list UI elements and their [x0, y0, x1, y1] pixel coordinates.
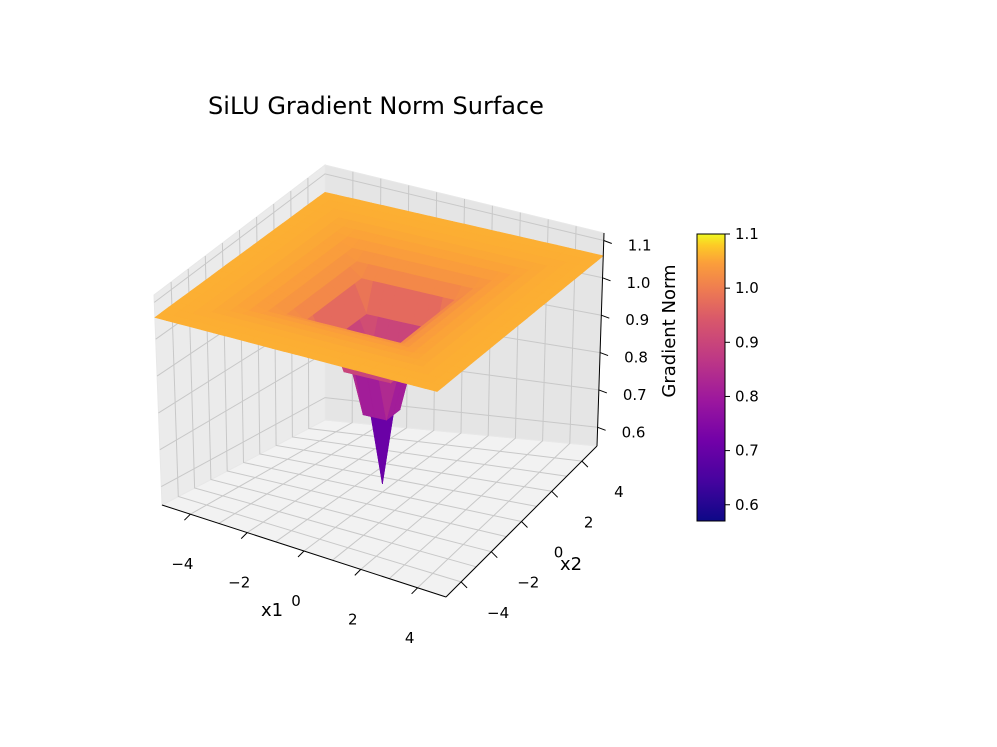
x-tick-label: −4	[171, 555, 193, 573]
colorbar-tick-label: 1.0	[735, 279, 759, 297]
y-tick-label: 2	[584, 513, 594, 531]
y-tick-label: 0	[554, 544, 564, 562]
colorbar: 0.6 0.7 0.8 0.9 1.0 1.1	[696, 225, 759, 522]
y-tick-mark	[551, 490, 559, 498]
x-tick-label: 0	[291, 592, 301, 610]
z-tick-mark	[601, 314, 610, 319]
x-tick-label: −2	[228, 574, 250, 592]
colorbar-tick-label: 0.6	[735, 496, 759, 514]
z-tick-mark	[598, 389, 608, 394]
y-tick-label: −4	[487, 604, 509, 622]
y-tick-mark	[460, 581, 468, 589]
colorbar-ticks: 0.6 0.7 0.8 0.9 1.0 1.1	[725, 225, 759, 514]
z-tick-mark	[602, 277, 611, 282]
colorbar-tick-label: 0.8	[735, 387, 759, 405]
surface-plot	[154, 191, 604, 485]
colorbar-tick-label: 1.1	[735, 225, 759, 243]
surface-facet	[424, 382, 445, 392]
gridline-y	[187, 268, 477, 568]
z-tick-label: 1.1	[628, 236, 652, 254]
y-tick-mark	[521, 521, 528, 528]
gridline-z	[161, 397, 598, 488]
z-axis-label: Gradient Norm	[659, 264, 680, 397]
x-tick-mark	[297, 550, 305, 558]
z-tick-label: 0.7	[623, 386, 647, 404]
x-axis-label: x1	[261, 600, 283, 621]
x-tick-mark	[354, 569, 362, 576]
x-tick-mark	[240, 532, 248, 539]
y-tick-label: −2	[517, 574, 539, 592]
chart-title: SiLU Gradient Norm Surface	[208, 92, 544, 120]
y-axis-label: x2	[560, 554, 582, 575]
x-tick-label: 4	[405, 629, 415, 647]
z-tick-mark	[597, 426, 606, 431]
colorbar-tick-label: 0.9	[735, 333, 759, 351]
colorbar-gradient	[696, 233, 726, 522]
gridline-x	[417, 226, 577, 589]
gridline-z	[153, 173, 604, 303]
z-axis-line	[596, 232, 605, 447]
axes-3d: −4 −4 −2 −2 0 0 2 2 4 4 0.6 0.7 0.8 0.9 1.0 1.1	[153, 163, 652, 647]
z-tick-label: 0.9	[625, 311, 649, 329]
axis-ticks: −4 −4 −2 −2 0 0 2 2 4 4 0.6 0.7 0.8 0.9 1.0 1.1	[161, 232, 652, 647]
y-tick-mark	[490, 551, 498, 559]
y-tick-label: 4	[614, 483, 624, 501]
x-tick-mark	[411, 587, 418, 595]
z-tick-label: 0.6	[622, 423, 646, 441]
z-tick-mark	[603, 240, 612, 244]
colorbar-tick-label: 0.7	[735, 442, 759, 460]
x-tick-label: 2	[348, 610, 358, 628]
z-tick-mark	[599, 352, 609, 357]
gridline-y	[170, 281, 462, 583]
z-tick-label: 0.8	[624, 349, 648, 367]
z-tick-label: 1.0	[627, 274, 651, 292]
y-tick-mark	[581, 460, 589, 468]
x-tick-mark	[184, 513, 191, 521]
